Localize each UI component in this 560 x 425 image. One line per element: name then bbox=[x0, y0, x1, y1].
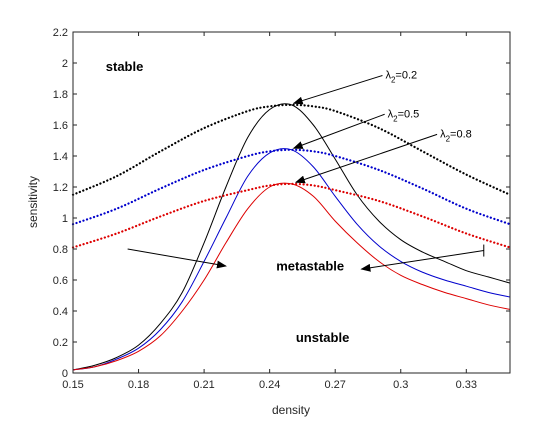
metastable-arrow-0 bbox=[127, 248, 227, 269]
plot-frame bbox=[72, 31, 511, 374]
curve-label-4: λ2=0.5 bbox=[388, 108, 420, 123]
x-tick-label-4: 0.27 bbox=[324, 379, 345, 391]
y-tick-label-8: 1.6 bbox=[53, 120, 68, 132]
curve-label-3: λ2=0.2 bbox=[385, 70, 417, 85]
y-axis-label: sensitivity bbox=[26, 176, 40, 228]
y-tick-label-0: 0 bbox=[62, 368, 68, 380]
x-tick-label-0: 0.15 bbox=[62, 379, 83, 391]
arrow-layer bbox=[127, 75, 485, 272]
x-tick-label-1: 0.18 bbox=[128, 379, 149, 391]
metastable-arrow-1 bbox=[360, 250, 484, 272]
y-tick-label-4: 0.8 bbox=[53, 244, 68, 256]
x-tick-label-6: 0.33 bbox=[456, 379, 477, 391]
x-tick-label-2: 0.21 bbox=[193, 379, 214, 391]
curve-label-5: λ2=0.8 bbox=[440, 128, 472, 143]
y-tick-label-7: 1.4 bbox=[53, 151, 68, 163]
series-line-5 bbox=[71, 182, 512, 249]
plot-background bbox=[73, 32, 510, 373]
region-label-0: stable bbox=[106, 59, 144, 74]
y-tick-label-2: 0.4 bbox=[53, 306, 68, 318]
series-line-3 bbox=[71, 148, 512, 226]
y-tick-label-3: 0.6 bbox=[53, 275, 68, 287]
x-axis-label: density bbox=[272, 403, 310, 417]
series-layer bbox=[71, 103, 512, 371]
label-arrow-3 bbox=[292, 75, 383, 105]
y-tick-label-6: 1.2 bbox=[53, 182, 68, 194]
annotation-layer: stable metastable unstable λ2=0.2 λ2=0.5 λ2=0… bbox=[106, 59, 472, 345]
region-label-2: unstable bbox=[296, 330, 349, 345]
y-tick-label-1: 0.2 bbox=[53, 337, 68, 349]
label-arrow-5 bbox=[294, 133, 438, 184]
y-tick-label-9: 1.8 bbox=[53, 89, 68, 101]
label-arrow-4 bbox=[292, 113, 385, 149]
y-tick-label-11: 2.2 bbox=[53, 27, 68, 39]
region-label-1: metastable bbox=[276, 259, 344, 274]
x-tick-label-3: 0.24 bbox=[259, 379, 280, 391]
series-line-0 bbox=[72, 103, 511, 371]
x-tick-label-5: 0.3 bbox=[393, 379, 408, 391]
y-tick-label-10: 2 bbox=[62, 58, 68, 70]
y-tick-label-5: 1 bbox=[62, 213, 68, 225]
